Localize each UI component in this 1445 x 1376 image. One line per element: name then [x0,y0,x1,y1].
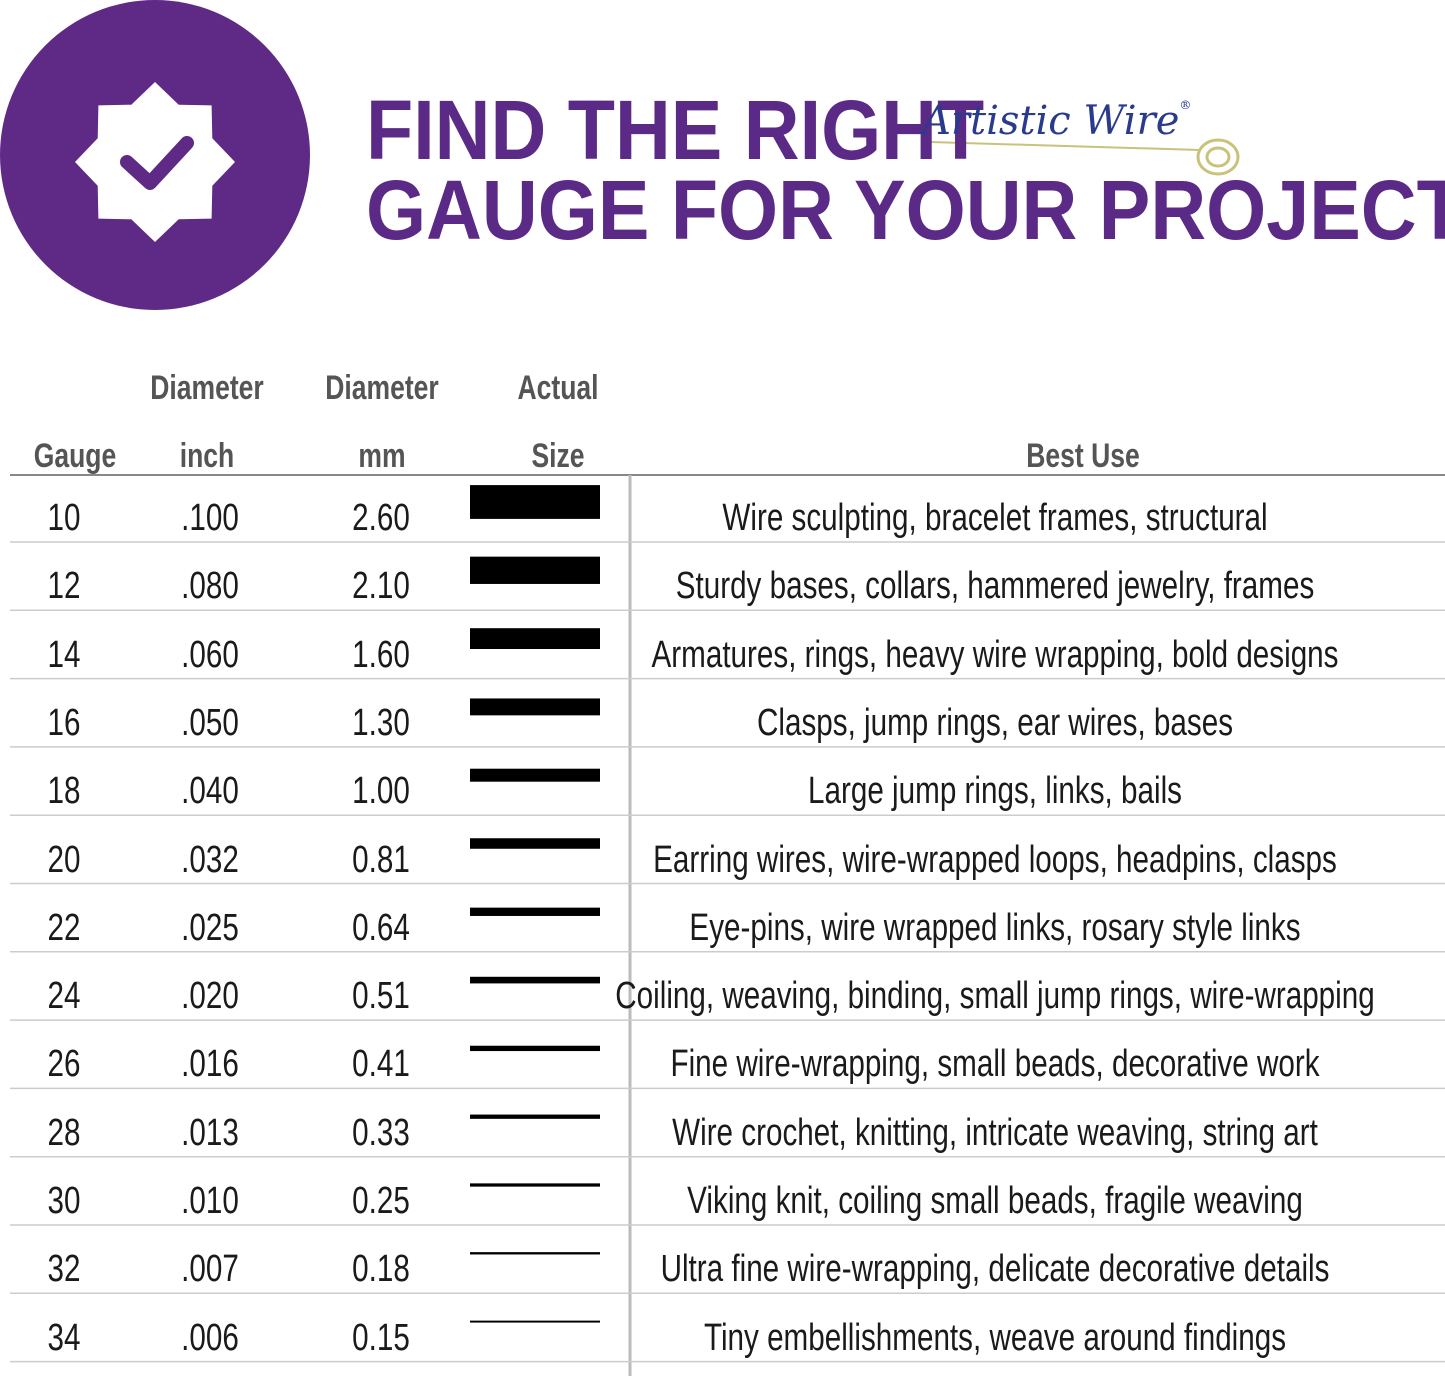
diameter-mm: 0.64 [352,906,410,949]
diameter-mm: 0.81 [352,838,410,881]
brand-mark: ® [1179,98,1192,112]
diameter-inch: .040 [181,770,239,813]
wire-size-bar [470,838,600,849]
gauge: 18 [47,770,81,813]
gauge: 12 [47,565,81,608]
wire-size-bar [470,1045,600,1052]
diameter-inch: .020 [181,975,239,1018]
logo-line [929,141,1201,151]
rows [10,485,1445,1363]
wire-size-bar [470,1183,600,1187]
diameter-inch: .025 [181,906,239,949]
logo-spiral [1196,138,1240,176]
gauge: 22 [47,906,81,949]
header-label: Actual [517,369,599,407]
wire-size-bar [470,485,600,519]
diameter-inch: .100 [181,497,239,539]
wire-size-bar [470,1114,600,1119]
check-icon [120,136,194,190]
best-use: Wire sculpting, bracelet frames, structu… [722,497,1268,539]
header-label: Diameter [150,369,264,407]
diameter-inch: .060 [181,633,239,676]
best-use: Ultra fine wire-wrapping, delicate decor… [660,1248,1330,1291]
wire-size-bar [470,768,600,782]
gauge: 28 [47,1111,81,1154]
wire-size-bar [470,698,600,716]
diameter-mm: 0.18 [352,1248,410,1291]
wire-size-bar [470,1320,600,1323]
best-use: Clasps, jump rings, ear wires, bases [756,701,1234,744]
best-use: Earring wires, wire-wrapped loops, headp… [653,838,1337,881]
gauge: 20 [47,838,81,881]
brand-name: Artistic Wire [922,98,1180,144]
badge-star [75,82,235,242]
best-use: Armatures, rings, heavy wire wrapping, b… [651,633,1339,676]
wire-size-bar [470,976,600,984]
diameter-inch: .013 [181,1111,239,1154]
column-header: Best Use [1026,437,1140,475]
column-header: inch [179,437,235,475]
wire-size-bar [470,1252,600,1255]
diameter-mm: 0.25 [352,1180,410,1222]
header-label: Diameter [325,369,439,407]
diameter-mm: 0.33 [352,1111,410,1154]
best-use: Sturdy bases, collars, hammered jewelry,… [675,565,1315,608]
gauge: 14 [47,633,81,676]
wire-size-bar [470,556,600,584]
wire-size-bar [470,907,600,916]
best-use: Viking knit, coiling small beads, fragil… [687,1180,1303,1222]
column-header: mm [358,437,406,475]
diameter-mm: 1.00 [352,770,410,813]
column-header: Gauge [33,437,117,475]
gauge: 10 [47,497,81,539]
best-use: Tiny embellishments, weave around findin… [703,1316,1287,1359]
best-use: Coiling, weaving, binding, small jump ri… [615,975,1375,1018]
gauge: 30 [47,1180,81,1222]
diameter-mm: 2.10 [352,565,410,608]
gauge: 26 [47,1043,81,1086]
diameter-inch: .016 [181,1043,239,1086]
title-line: GAUGE FOR YOUR PROJECT [366,163,1445,257]
logo-spiral [1205,146,1231,168]
title-line: FIND THE RIGHT [366,83,985,177]
diameter-mm: 0.51 [352,975,410,1018]
best-use: Wire crochet, knitting, intricate weavin… [672,1111,1318,1154]
gauge: 34 [47,1316,81,1359]
diameter-inch: .010 [181,1180,239,1222]
diameter-mm: 0.41 [352,1043,410,1086]
gauge: 32 [47,1248,81,1291]
gauge: 24 [47,975,81,1018]
diameter-mm: 2.60 [352,497,410,539]
best-use: Fine wire-wrapping, small beads, decorat… [670,1043,1320,1086]
diameter-mm: 1.60 [352,633,410,676]
best-use: Eye-pins, wire wrapped links, rosary sty… [689,906,1301,949]
wire-size-bar [470,628,600,649]
diameter-mm: 0.15 [352,1316,410,1359]
gauge: 16 [47,701,81,744]
diameter-inch: .006 [181,1316,239,1359]
column-header: Size [531,437,585,475]
diameter-inch: .032 [181,838,239,881]
diameter-inch: .080 [181,565,239,608]
diameter-mm: 1.30 [352,701,410,744]
brand-logo: Artistic Wire® [922,98,1191,144]
diameter-inch: .007 [181,1248,239,1291]
best-use: Large jump rings, links, bails [808,770,1182,813]
diameter-inch: .050 [181,701,239,744]
